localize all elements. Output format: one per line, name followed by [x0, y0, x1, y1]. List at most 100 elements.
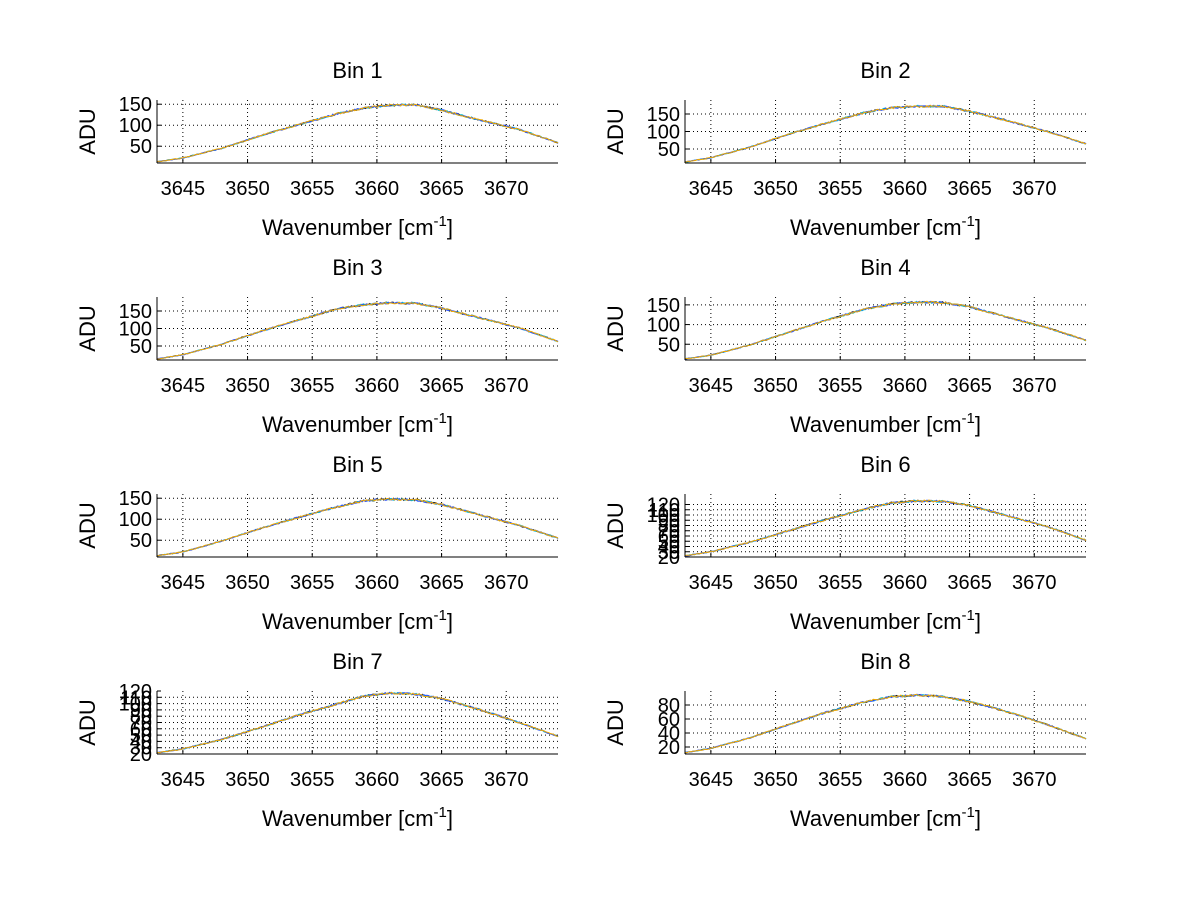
y-tick-label: 40: [658, 537, 680, 559]
x-tick-label: 3650: [225, 375, 270, 397]
x-tick-label: 3665: [947, 769, 992, 791]
y-tick-label: 150: [119, 488, 152, 510]
y-tick-label: 90: [130, 700, 152, 722]
y-tick-label: 100: [647, 505, 680, 527]
y-tick-label: 80: [130, 706, 152, 728]
x-tick-label: 3650: [225, 572, 270, 594]
x-tick-label: 3645: [689, 375, 734, 397]
x-tick-label: 3655: [818, 375, 863, 397]
x-tick-label: 3660: [883, 572, 928, 594]
y-tick-label: 80: [658, 695, 680, 717]
y-axis-label: ADU: [603, 305, 628, 351]
x-tick-label: 3670: [484, 375, 529, 397]
x-tick-label: 3650: [753, 572, 798, 594]
x-tick-label: 3670: [484, 769, 529, 791]
x-tick-label: 3655: [290, 769, 335, 791]
chart-title: Bin 2: [860, 58, 910, 83]
y-tick-label: 110: [648, 500, 680, 522]
y-tick-label: 100: [119, 694, 152, 716]
x-tick-label: 3670: [484, 572, 529, 594]
x-tick-label: 3645: [161, 769, 206, 791]
x-tick-label: 3655: [818, 769, 863, 791]
y-tick-label: 100: [647, 122, 680, 144]
x-axis-label: Wavenumber [cm-1]: [262, 804, 453, 831]
chart-title: Bin 8: [860, 649, 910, 674]
y-axis-label: ADU: [603, 699, 628, 745]
x-tick-label: 3660: [883, 375, 928, 397]
y-tick-label: 100: [119, 319, 152, 341]
chart-title: Bin 1: [332, 58, 382, 83]
y-tick-label: 20: [658, 547, 680, 569]
y-tick-label: 60: [658, 526, 680, 548]
x-tick-label: 3660: [883, 178, 928, 200]
series-line: [684, 499, 1087, 557]
y-tick-label: 40: [658, 723, 680, 745]
y-axis-label: ADU: [75, 108, 100, 154]
x-tick-label: 3660: [355, 572, 400, 594]
x-tick-label: 3670: [1012, 375, 1057, 397]
x-tick-label: 3665: [947, 178, 992, 200]
y-tick-label: 120: [647, 495, 680, 517]
series-line: [157, 301, 559, 360]
chart-title: Bin 3: [332, 255, 382, 280]
series-line: [684, 104, 1087, 163]
x-tick-label: 3655: [818, 178, 863, 200]
x-tick-label: 3655: [290, 572, 335, 594]
subplot-bin-7: Bin 7 3645 3650 3655 3660 3665 3670 20304050607…: [75, 649, 559, 831]
y-tick-label: 50: [130, 136, 152, 158]
y-tick-label: 150: [647, 295, 680, 317]
x-tick-label: 3650: [753, 375, 798, 397]
x-axis-label: Wavenumber [cm-1]: [790, 213, 981, 240]
x-tick-label: 3645: [161, 572, 206, 594]
x-tick-label: 3665: [947, 572, 992, 594]
series-line: [156, 691, 559, 754]
y-axis-label: ADU: [603, 108, 628, 154]
y-axis-label: ADU: [75, 305, 100, 351]
y-tick-label: 80: [658, 516, 680, 538]
y-tick-label: 70: [130, 713, 152, 735]
x-tick-label: 3670: [1012, 572, 1057, 594]
x-tick-label: 3665: [419, 375, 464, 397]
y-tick-label: 50: [658, 139, 680, 161]
y-tick-label: 70: [658, 521, 680, 543]
x-axis-label: Wavenumber [cm-1]: [262, 607, 453, 634]
y-tick-label: 50: [130, 530, 152, 552]
y-tick-label: 50: [130, 336, 152, 358]
y-tick-label: 60: [130, 719, 152, 741]
y-tick-label: 30: [130, 738, 152, 760]
y-tick-label: 50: [658, 531, 680, 553]
x-tick-label: 3650: [225, 178, 270, 200]
y-tick-label: 50: [130, 725, 152, 747]
y-axis-label: ADU: [603, 502, 628, 548]
subplot-bin-6: Bin 6 3645 3650 3655 3660 3665 3670 20304050607…: [603, 452, 1087, 634]
series-line: [685, 300, 1087, 359]
x-tick-label: 3645: [161, 375, 206, 397]
chart-title: Bin 6: [860, 452, 910, 477]
y-tick-label: 150: [647, 104, 680, 126]
x-tick-label: 3670: [484, 178, 529, 200]
x-axis-label: Wavenumber [cm-1]: [790, 607, 981, 634]
x-axis-label: Wavenumber [cm-1]: [262, 410, 453, 437]
chart-title: Bin 7: [332, 649, 382, 674]
x-tick-label: 3650: [225, 769, 270, 791]
y-tick-label: 150: [119, 301, 152, 323]
y-tick-label: 30: [658, 542, 680, 564]
x-tick-label: 3660: [355, 375, 400, 397]
series-line: [156, 103, 559, 163]
x-tick-label: 3645: [689, 769, 734, 791]
x-axis-label: Wavenumber [cm-1]: [262, 213, 453, 240]
x-tick-label: 3660: [355, 769, 400, 791]
x-tick-label: 3655: [290, 178, 335, 200]
x-tick-label: 3655: [818, 572, 863, 594]
y-tick-label: 100: [119, 509, 152, 531]
x-tick-label: 3655: [290, 375, 335, 397]
y-tick-label: 90: [658, 510, 680, 532]
y-tick-label: 60: [658, 709, 680, 731]
y-tick-label: 150: [119, 94, 152, 116]
y-tick-label: 100: [119, 115, 152, 137]
y-axis-label: ADU: [75, 699, 100, 745]
